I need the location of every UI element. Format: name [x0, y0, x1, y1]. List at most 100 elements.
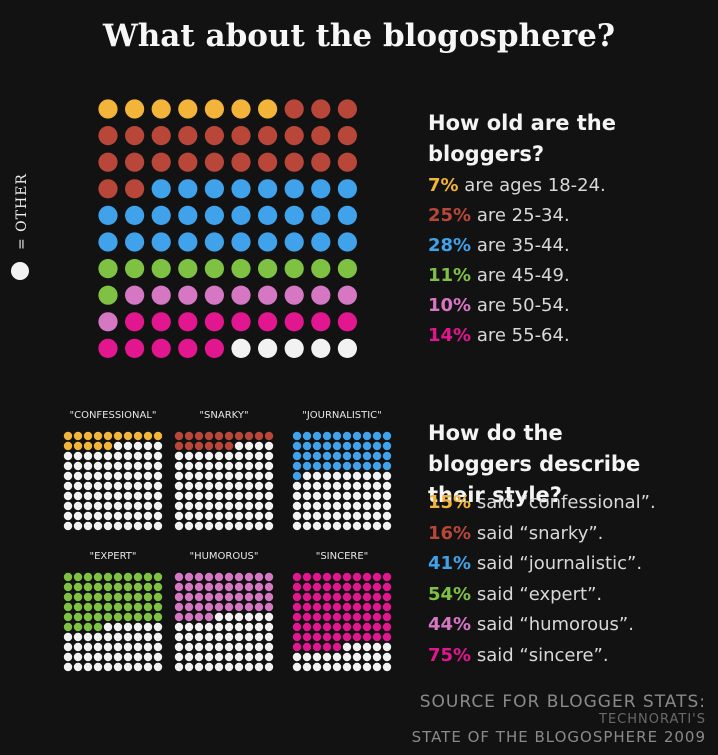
legend-entry: 54% said “expert”. [428, 584, 602, 605]
waffle-dot [174, 602, 184, 612]
legend-text: are 35-44. [476, 235, 570, 256]
waffle-dot [362, 431, 372, 441]
rest-dot [174, 662, 184, 672]
waffle-dot [98, 232, 118, 252]
rest-dot [214, 612, 224, 622]
rest-dot [143, 521, 153, 531]
waffle-dot [174, 582, 184, 592]
waffle-dot [322, 461, 332, 471]
small-waffle-label: "HUMOROUS" [189, 551, 258, 562]
rest-dot [63, 481, 73, 491]
waffle-dot [372, 592, 382, 602]
waffle-dot [184, 592, 194, 602]
rest-dot [302, 491, 312, 501]
waffle-dot [231, 179, 251, 199]
rest-dot [93, 632, 103, 642]
waffle-dot [204, 582, 214, 592]
rest-dot [214, 481, 224, 491]
rest-dot [184, 632, 194, 642]
waffle-dot [153, 582, 163, 592]
waffle-dot [372, 612, 382, 622]
rest-dot [123, 471, 133, 481]
rest-dot [153, 501, 163, 511]
rest-dot [372, 662, 382, 672]
waffle-dot [123, 592, 133, 602]
waffle-dot [98, 312, 118, 332]
rest-dot [103, 491, 113, 501]
rest-dot [244, 612, 254, 622]
rest-dot [113, 481, 123, 491]
rest-dot [322, 501, 332, 511]
legend-percent: 14% [428, 325, 472, 346]
waffle-dot [93, 441, 103, 451]
rest-dot [234, 612, 244, 622]
rest-dot [103, 481, 113, 491]
rest-dot [214, 461, 224, 471]
waffle-dot [292, 612, 302, 622]
rest-dot [63, 511, 73, 521]
rest-dot [63, 471, 73, 481]
legend-text: are 45-49. [476, 265, 570, 286]
waffle-dot [332, 612, 342, 622]
rest-dot [174, 471, 184, 481]
waffle-dot [178, 99, 198, 119]
waffle-dot [63, 582, 73, 592]
rest-dot [264, 612, 274, 622]
waffle-dot [103, 602, 113, 612]
waffle-dot [372, 582, 382, 592]
waffle-dot [151, 259, 171, 279]
waffle-dot [258, 99, 278, 119]
rest-dot [143, 441, 153, 451]
rest-dot [362, 491, 372, 501]
waffle-dot [214, 431, 224, 441]
rest-dot [113, 642, 123, 652]
rest-dot [362, 642, 372, 652]
waffle-dot [204, 259, 224, 279]
rest-dot [204, 491, 214, 501]
waffle-dot [322, 451, 332, 461]
waffle-dot [93, 572, 103, 582]
rest-dot [103, 652, 113, 662]
small-waffle-label: "CONFESSIONAL" [69, 410, 156, 421]
waffle-dot [337, 232, 357, 252]
rest-dot [342, 491, 352, 501]
waffle-dot [264, 582, 274, 592]
waffle-dot [284, 99, 304, 119]
waffle-dot [73, 431, 83, 441]
rest-dot [194, 501, 204, 511]
waffle-dot [83, 592, 93, 602]
rest-dot [214, 622, 224, 632]
rest-dot [83, 632, 93, 642]
waffle-dot [174, 572, 184, 582]
rest-dot [204, 642, 214, 652]
waffle-dot [98, 285, 118, 305]
main-title: What about the blogosphere? [102, 18, 616, 54]
rest-dot [362, 511, 372, 521]
rest-dot [174, 511, 184, 521]
waffle-dot [312, 572, 322, 582]
legend-text: are 25-34. [476, 205, 570, 226]
waffle-dot [113, 582, 123, 592]
rest-dot [133, 451, 143, 461]
rest-dot [153, 622, 163, 632]
rest-dot [63, 521, 73, 531]
waffle-dot [151, 312, 171, 332]
waffle-dot [362, 451, 372, 461]
other-dot [258, 338, 278, 358]
waffle-dot [337, 152, 357, 172]
rest-dot [214, 662, 224, 672]
waffle-dot [352, 632, 362, 642]
waffle-dot [153, 592, 163, 602]
rest-dot [123, 652, 133, 662]
waffle-dot [204, 285, 224, 305]
waffle-dot [143, 602, 153, 612]
rest-dot [234, 511, 244, 521]
waffle-dot [123, 572, 133, 582]
rest-dot [234, 622, 244, 632]
legend-entry: 11% are 45-49. [428, 265, 570, 286]
rest-dot [254, 481, 264, 491]
rest-dot [342, 662, 352, 672]
waffle-dot [184, 572, 194, 582]
waffle-dot [204, 612, 214, 622]
waffle-dot [83, 622, 93, 632]
